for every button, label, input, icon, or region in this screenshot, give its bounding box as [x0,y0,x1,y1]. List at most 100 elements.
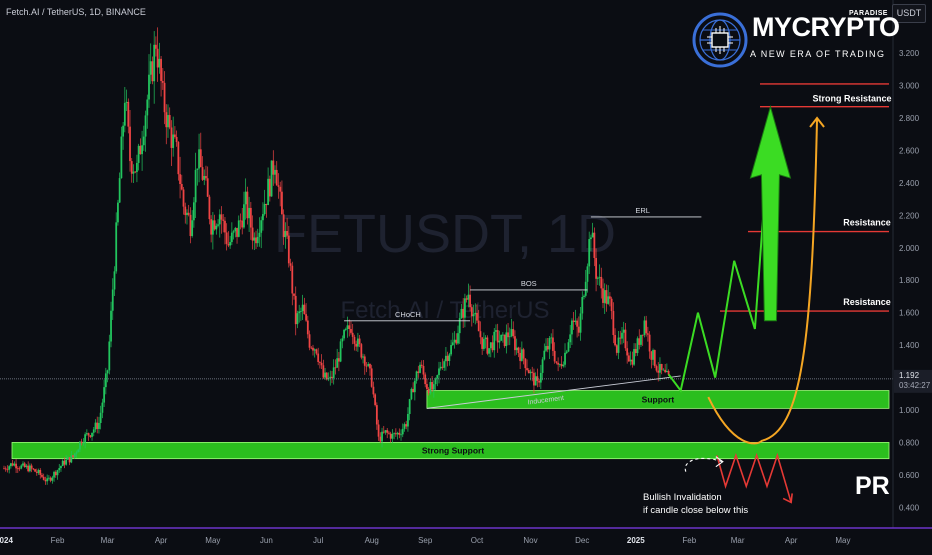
candle-body [615,345,618,353]
price-tick-label: 1.000 [899,406,920,415]
candle-body [372,386,375,395]
price-tick-label: 0.400 [899,503,920,512]
candle-body [643,320,646,336]
candle-body [400,434,402,436]
candle-body [557,362,560,365]
bearish-invalidation-zigzag [716,452,792,503]
candle-body [377,424,380,437]
candle-body [588,239,591,267]
candle-body [607,296,610,304]
pr-label: PR [855,472,890,500]
brand-logo: MYCRYPTO PARADISE A NEW ERA OF TRADING [692,6,900,74]
candle-body [141,145,143,155]
candle-body [546,346,549,350]
support-zone [426,390,890,409]
candle-body [199,149,202,168]
candle-body [617,337,620,353]
candle-body [534,376,537,386]
candle-body [108,341,111,371]
candle-body [139,145,142,155]
candle-body [72,455,74,458]
candle-body [165,112,168,128]
candle-body [144,115,147,137]
time-tick-label: Nov [523,536,537,545]
candle-body [369,363,371,369]
candle-body [512,329,515,337]
candle-body [331,376,333,378]
candle-body [158,58,161,68]
candle-body [634,349,637,354]
candle-body [562,364,565,367]
candle-body [312,347,314,351]
candle-body [619,337,622,339]
candle-body [281,191,283,215]
candle-body [348,325,351,329]
candle-body [306,320,309,335]
candle-body [229,242,232,246]
candle-body [54,471,57,476]
candle-body [61,460,64,467]
resistance-label-upper: Resistance [843,218,891,228]
candle-body [633,349,635,365]
candle-body [130,161,133,174]
candle-body [498,340,501,343]
candle-body [58,468,61,471]
candle-body [234,227,237,232]
currency-badge[interactable]: USDT [892,4,926,23]
candle-body [101,402,104,413]
candle-body [659,364,661,373]
logo-tagline: A NEW ERA OF TRADING [750,49,886,59]
candle-body [393,433,396,435]
candle-body [438,368,440,376]
candle-body [351,332,354,337]
candle-body [514,336,516,351]
candle-body [555,361,558,363]
candle-body [450,345,452,355]
candle-body [407,413,409,427]
candle-body [636,338,639,354]
candle-body [42,476,45,480]
time-scale[interactable]: 2024 Feb Mar Apr May Jun Jul Aug Sep Oct Nov Dec 202… [0,527,932,550]
candle-body [35,471,38,473]
candle-body [558,364,561,365]
candle-body [370,368,373,387]
candle-body [398,432,401,435]
inducement-label: Inducement [527,395,564,407]
bos-label: BOS [521,279,537,288]
resistance-label-lower: Resistance [843,297,891,307]
candle-body [251,227,254,241]
candle-body [436,375,439,379]
candle-body [590,237,592,240]
time-tick-label: Feb [51,536,65,545]
candle-body [98,422,100,429]
candle-body [564,352,566,365]
candle-body [655,366,658,371]
candle-body [249,207,252,228]
candle-body [3,468,5,470]
candle-body [541,359,544,373]
candle-body [96,422,99,429]
candle-body [445,355,447,362]
candle-body [638,338,641,345]
candle-body [205,175,207,179]
price-scale[interactable]: 0.4000.6000.8001.0001.2001.4001.6001.800… [892,0,932,528]
candle-body [22,463,24,466]
candle-body [65,459,68,465]
candle-body [263,203,266,215]
candle-body [538,380,541,383]
candle-body [167,115,169,128]
price-tick-label: 2.600 [899,146,920,155]
candle-body [56,470,59,476]
candle-body [474,312,477,315]
candle-body [91,432,93,437]
candle-body [640,334,642,345]
candle-body [47,477,50,479]
time-tick-label: Sep [418,536,433,545]
candle-body [346,325,349,330]
time-tick-label: Aug [365,536,379,545]
candle-body [413,380,416,393]
candle-body [270,160,273,197]
candle-body [458,318,461,334]
